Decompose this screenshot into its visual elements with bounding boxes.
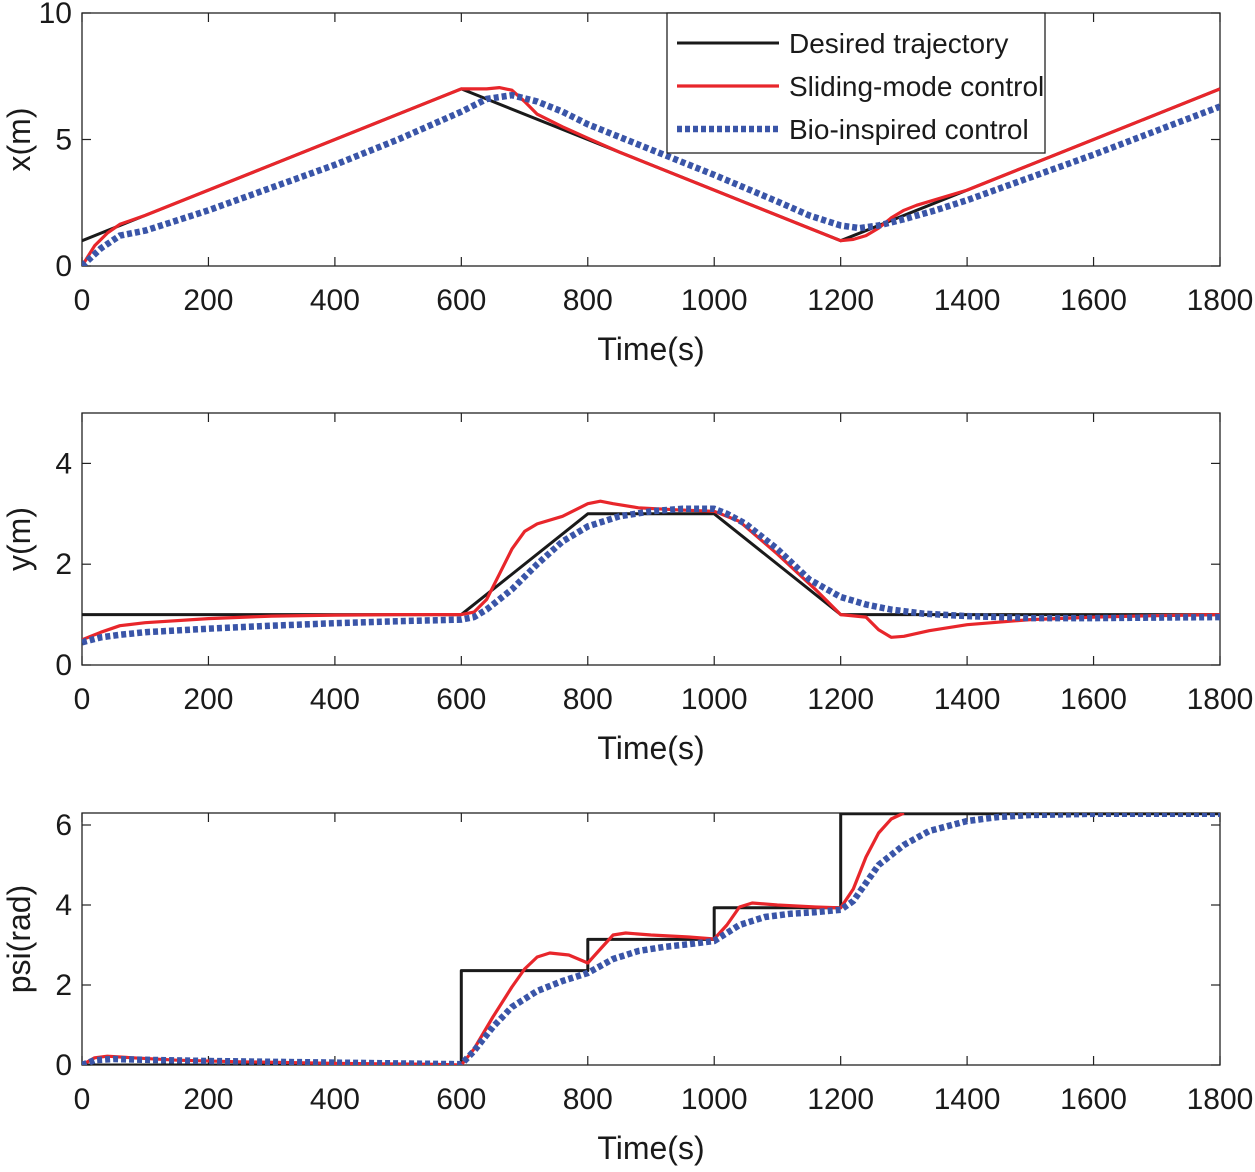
series-group [82, 85, 1220, 266]
x-tick-label: 1800 [1187, 284, 1254, 317]
x-tick-label: 600 [436, 683, 486, 716]
x-tick-label: 1600 [1060, 683, 1127, 716]
series-line-bio-inspired-control [82, 91, 1220, 266]
x-tick-label: 1400 [934, 1083, 1001, 1116]
x-axis-label: Time(s) [597, 1130, 704, 1166]
x-tick-label: 1800 [1187, 683, 1254, 716]
x-tick-label: 1800 [1187, 1083, 1254, 1116]
panel-3: 0 200 400 600 800 1000 1200 1400 1600 1800 0 2 4 6 Tim… [1, 809, 1253, 1166]
x-tick-label: 1400 [934, 683, 1001, 716]
series-line-sliding-mode-control [82, 813, 905, 1065]
axes-box [81, 412, 1221, 666]
x-tick-label: 800 [563, 284, 613, 317]
y-tick-label: 5 [55, 124, 72, 157]
x-tick-label: 600 [436, 284, 486, 317]
x-tick-label: 400 [310, 1083, 360, 1116]
series-line-desired-trajectory [82, 512, 1220, 617]
x-tick-label: 0 [74, 683, 91, 716]
x-tick-label: 200 [183, 1083, 233, 1116]
x-tick-label: 1200 [807, 1083, 874, 1116]
series-group [82, 499, 1220, 646]
x-tick-label: 1400 [934, 284, 1001, 317]
x-tick-label: 400 [310, 284, 360, 317]
y-tick-label: 10 [39, 0, 72, 30]
x-tick-label: 800 [563, 683, 613, 716]
axes-box [81, 812, 1221, 1066]
y-tick-label: 6 [55, 809, 72, 842]
x-tick-label: 1200 [807, 683, 874, 716]
y-tick-label: 4 [55, 889, 72, 922]
y-axis-label: y(m) [1, 507, 37, 571]
x-tick-label: 600 [436, 1083, 486, 1116]
y-axis-label: psi(rad) [1, 885, 37, 993]
x-tick-label: 1200 [807, 284, 874, 317]
x-tick-label: 200 [183, 284, 233, 317]
y-tick-label: 2 [55, 548, 72, 581]
x-tick-label: 1000 [681, 1083, 748, 1116]
x-tick-label: 400 [310, 683, 360, 716]
series-line-desired-trajectory [82, 813, 1220, 1065]
x-axis-label: Time(s) [597, 730, 704, 766]
x-axis-label: Time(s) [597, 331, 704, 367]
legend-label: Bio-inspired control [789, 114, 1029, 145]
x-tick-label: 800 [563, 1083, 613, 1116]
y-tick-label: 0 [55, 1049, 72, 1082]
legend-label: Desired trajectory [789, 28, 1008, 59]
series-line-sliding-mode-control [82, 499, 1220, 642]
x-tick-label: 200 [183, 683, 233, 716]
y-tick-label: 0 [55, 649, 72, 682]
panel-1: 0 200 400 600 800 1000 1200 1400 1600 1800 0 5 10 Tim… [1, 0, 1253, 367]
x-tick-label: 1600 [1060, 284, 1127, 317]
x-tick-label: 0 [74, 284, 91, 317]
series-line-bio-inspired-control [82, 505, 1220, 646]
y-tick-label: 0 [55, 250, 72, 283]
x-tick-label: 1000 [681, 284, 748, 317]
y-tick-label: 2 [55, 969, 72, 1002]
y-axis-label: x(m) [1, 108, 37, 172]
series-line-sliding-mode-control [82, 85, 1220, 266]
x-tick-label: 1000 [681, 683, 748, 716]
x-tick-label: 1600 [1060, 1083, 1127, 1116]
series-line-bio-inspired-control [82, 813, 1220, 1065]
axes-box [81, 12, 1221, 267]
x-tick-label: 0 [74, 1083, 91, 1116]
legend-label: Sliding-mode control [789, 71, 1044, 102]
legend: Desired trajectory Sliding-mode control Bi… [666, 12, 1046, 154]
panel-2: 0 200 400 600 800 1000 1200 1400 1600 1800 0 2 4 Time… [1, 412, 1254, 766]
y-tick-label: 4 [55, 447, 72, 480]
series-group [82, 813, 1220, 1065]
